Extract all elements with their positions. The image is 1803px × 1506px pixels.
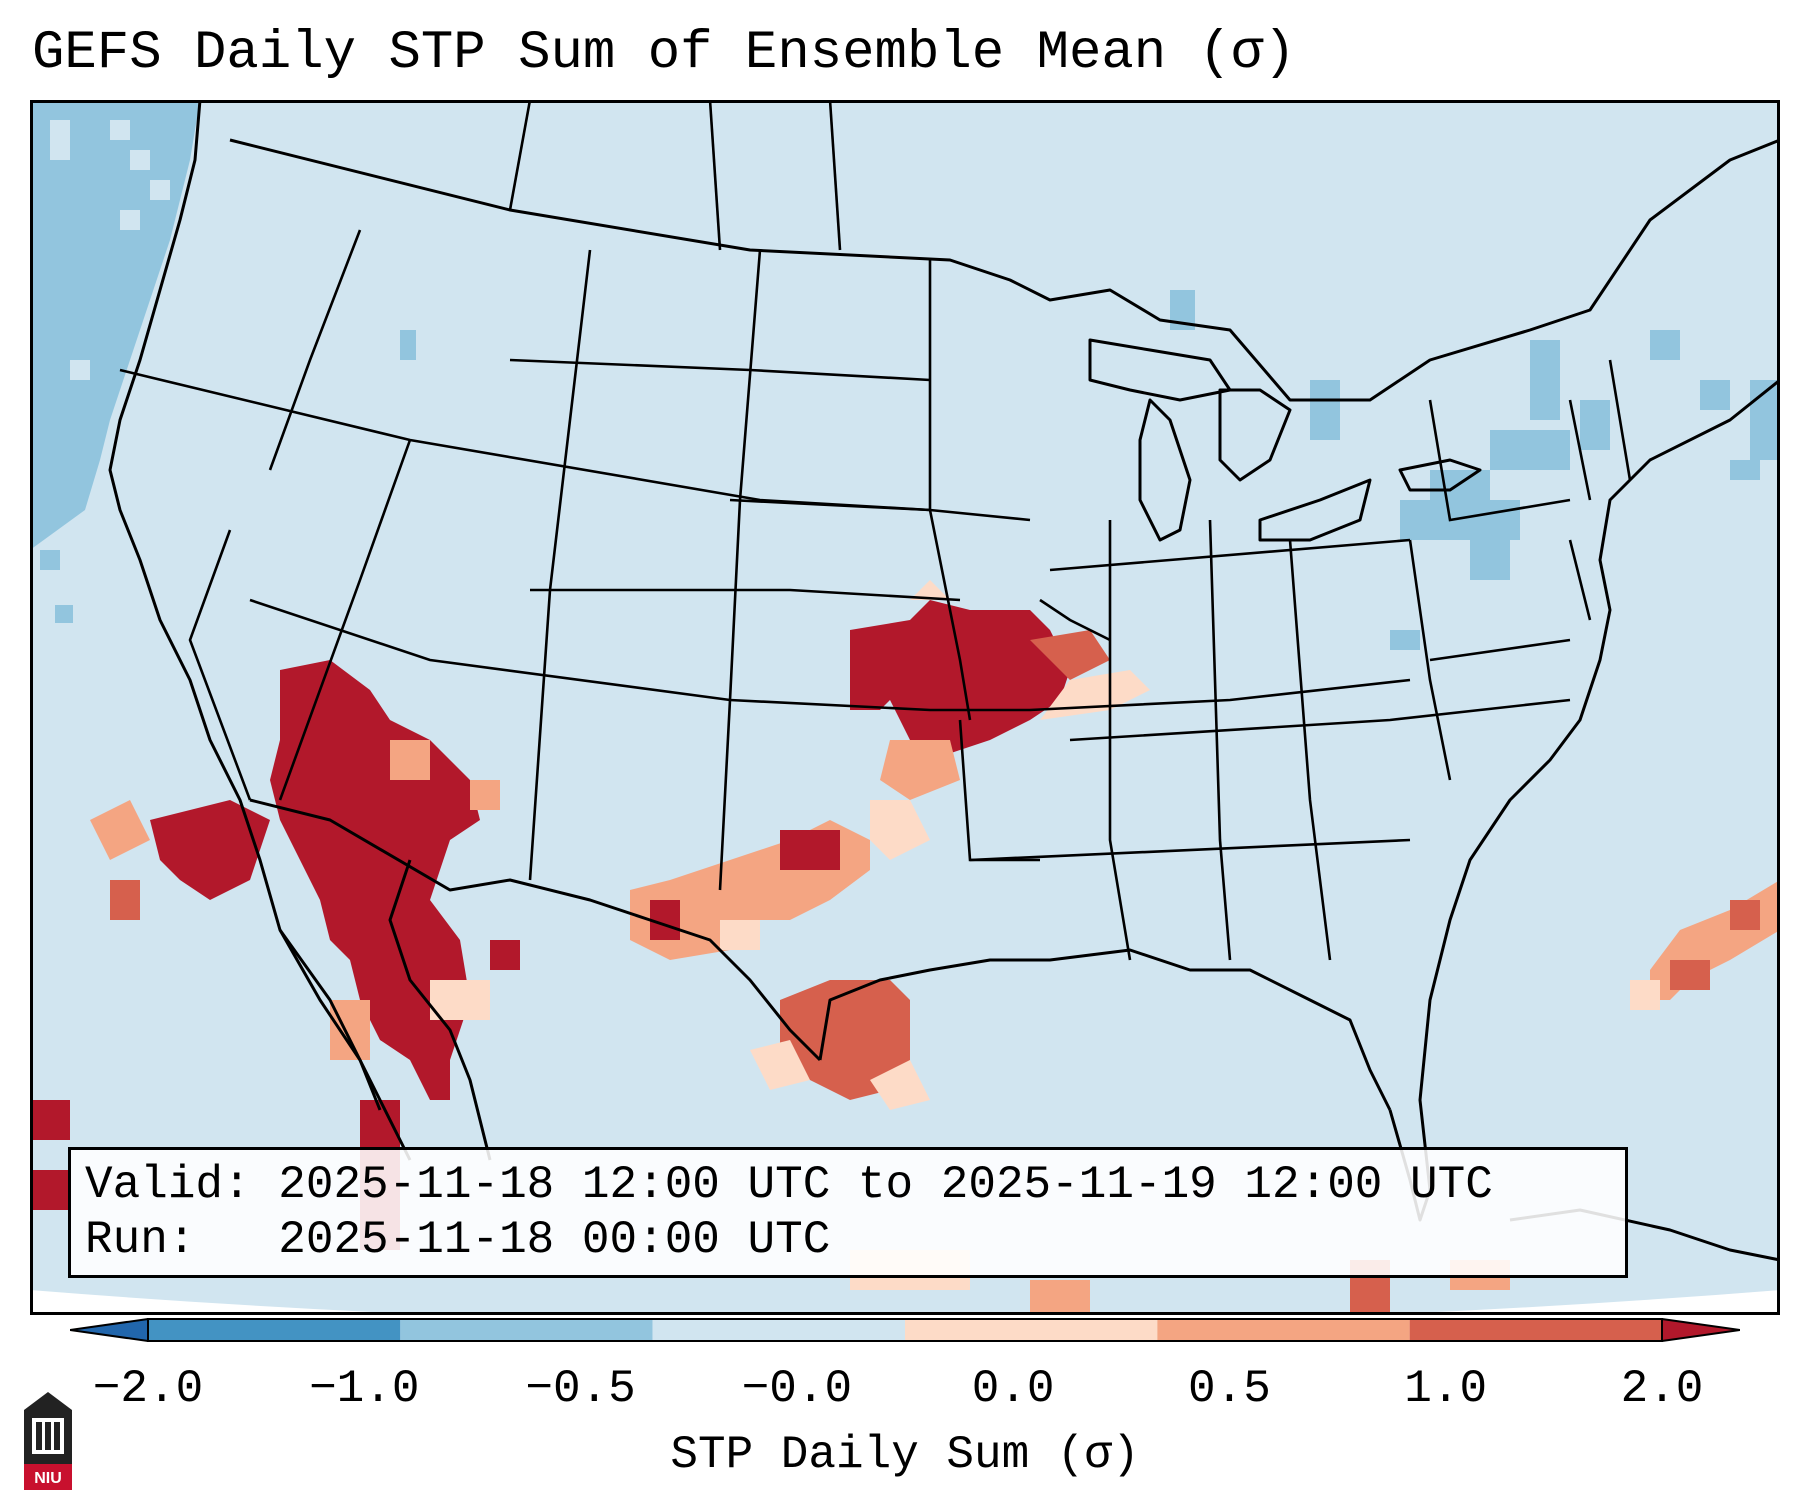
colorbar-extend-min [70, 1318, 149, 1342]
colorbar-segment [1157, 1319, 1410, 1341]
colorbar-tick-label: −1.0 [309, 1363, 420, 1415]
colorbar-segment [1409, 1319, 1662, 1341]
colorbar-tick-label: −0.5 [525, 1363, 636, 1415]
niu-logo-banner [24, 1464, 72, 1490]
state-borders [119, 100, 1632, 961]
niu-logo-text: NIU [34, 1470, 62, 1487]
colorbar-tick-label: 0.0 [971, 1363, 1055, 1415]
map-panel [30, 100, 1780, 1315]
map-border [30, 100, 1780, 1315]
valid-run-info-box: Valid: 2025-11-18 12:00 UTC to 2025-11-1… [68, 1147, 1628, 1278]
positive-anomaly-midsouth [850, 580, 1150, 860]
colorbar [70, 1318, 1740, 1342]
valid-time-text: Valid: 2025-11-18 12:00 UTC to 2025-11-1… [85, 1159, 1493, 1211]
positive-anomaly-texas [630, 820, 870, 960]
colorbar-segment [148, 1319, 401, 1341]
stp-map [30, 100, 1780, 1315]
colorbar-segment [400, 1319, 653, 1341]
colorbar-tick-label: 2.0 [1620, 1363, 1704, 1415]
positive-anomaly-atlantic [1630, 880, 1780, 1010]
colorbar-outline [147, 1318, 1663, 1342]
colorbar-tick-label: 1.0 [1404, 1363, 1488, 1415]
run-time-text: Run: 2025-11-18 00:00 UTC [85, 1214, 831, 1266]
positive-anomaly-southwest [30, 660, 520, 1250]
negative-anomaly-pacific-light [50, 120, 170, 380]
positive-anomaly-gulf [750, 980, 930, 1110]
niu-logo: NIU [24, 1392, 72, 1490]
colorbar-segment [905, 1319, 1158, 1341]
colorbar-extend-max [1661, 1318, 1740, 1342]
negative-anomaly-pacific [30, 100, 416, 623]
colorbar-tick-label: 0.5 [1188, 1363, 1271, 1415]
colorbar-tick-label: −2.0 [92, 1363, 204, 1415]
chart-title: GEFS Daily STP Sum of Ensemble Mean (σ) [32, 23, 1296, 84]
colorbar-segment [652, 1319, 905, 1341]
colorbar-label: STP Daily Sum (σ) [670, 1429, 1140, 1481]
colorbar-tick-label: −0.0 [741, 1363, 853, 1415]
